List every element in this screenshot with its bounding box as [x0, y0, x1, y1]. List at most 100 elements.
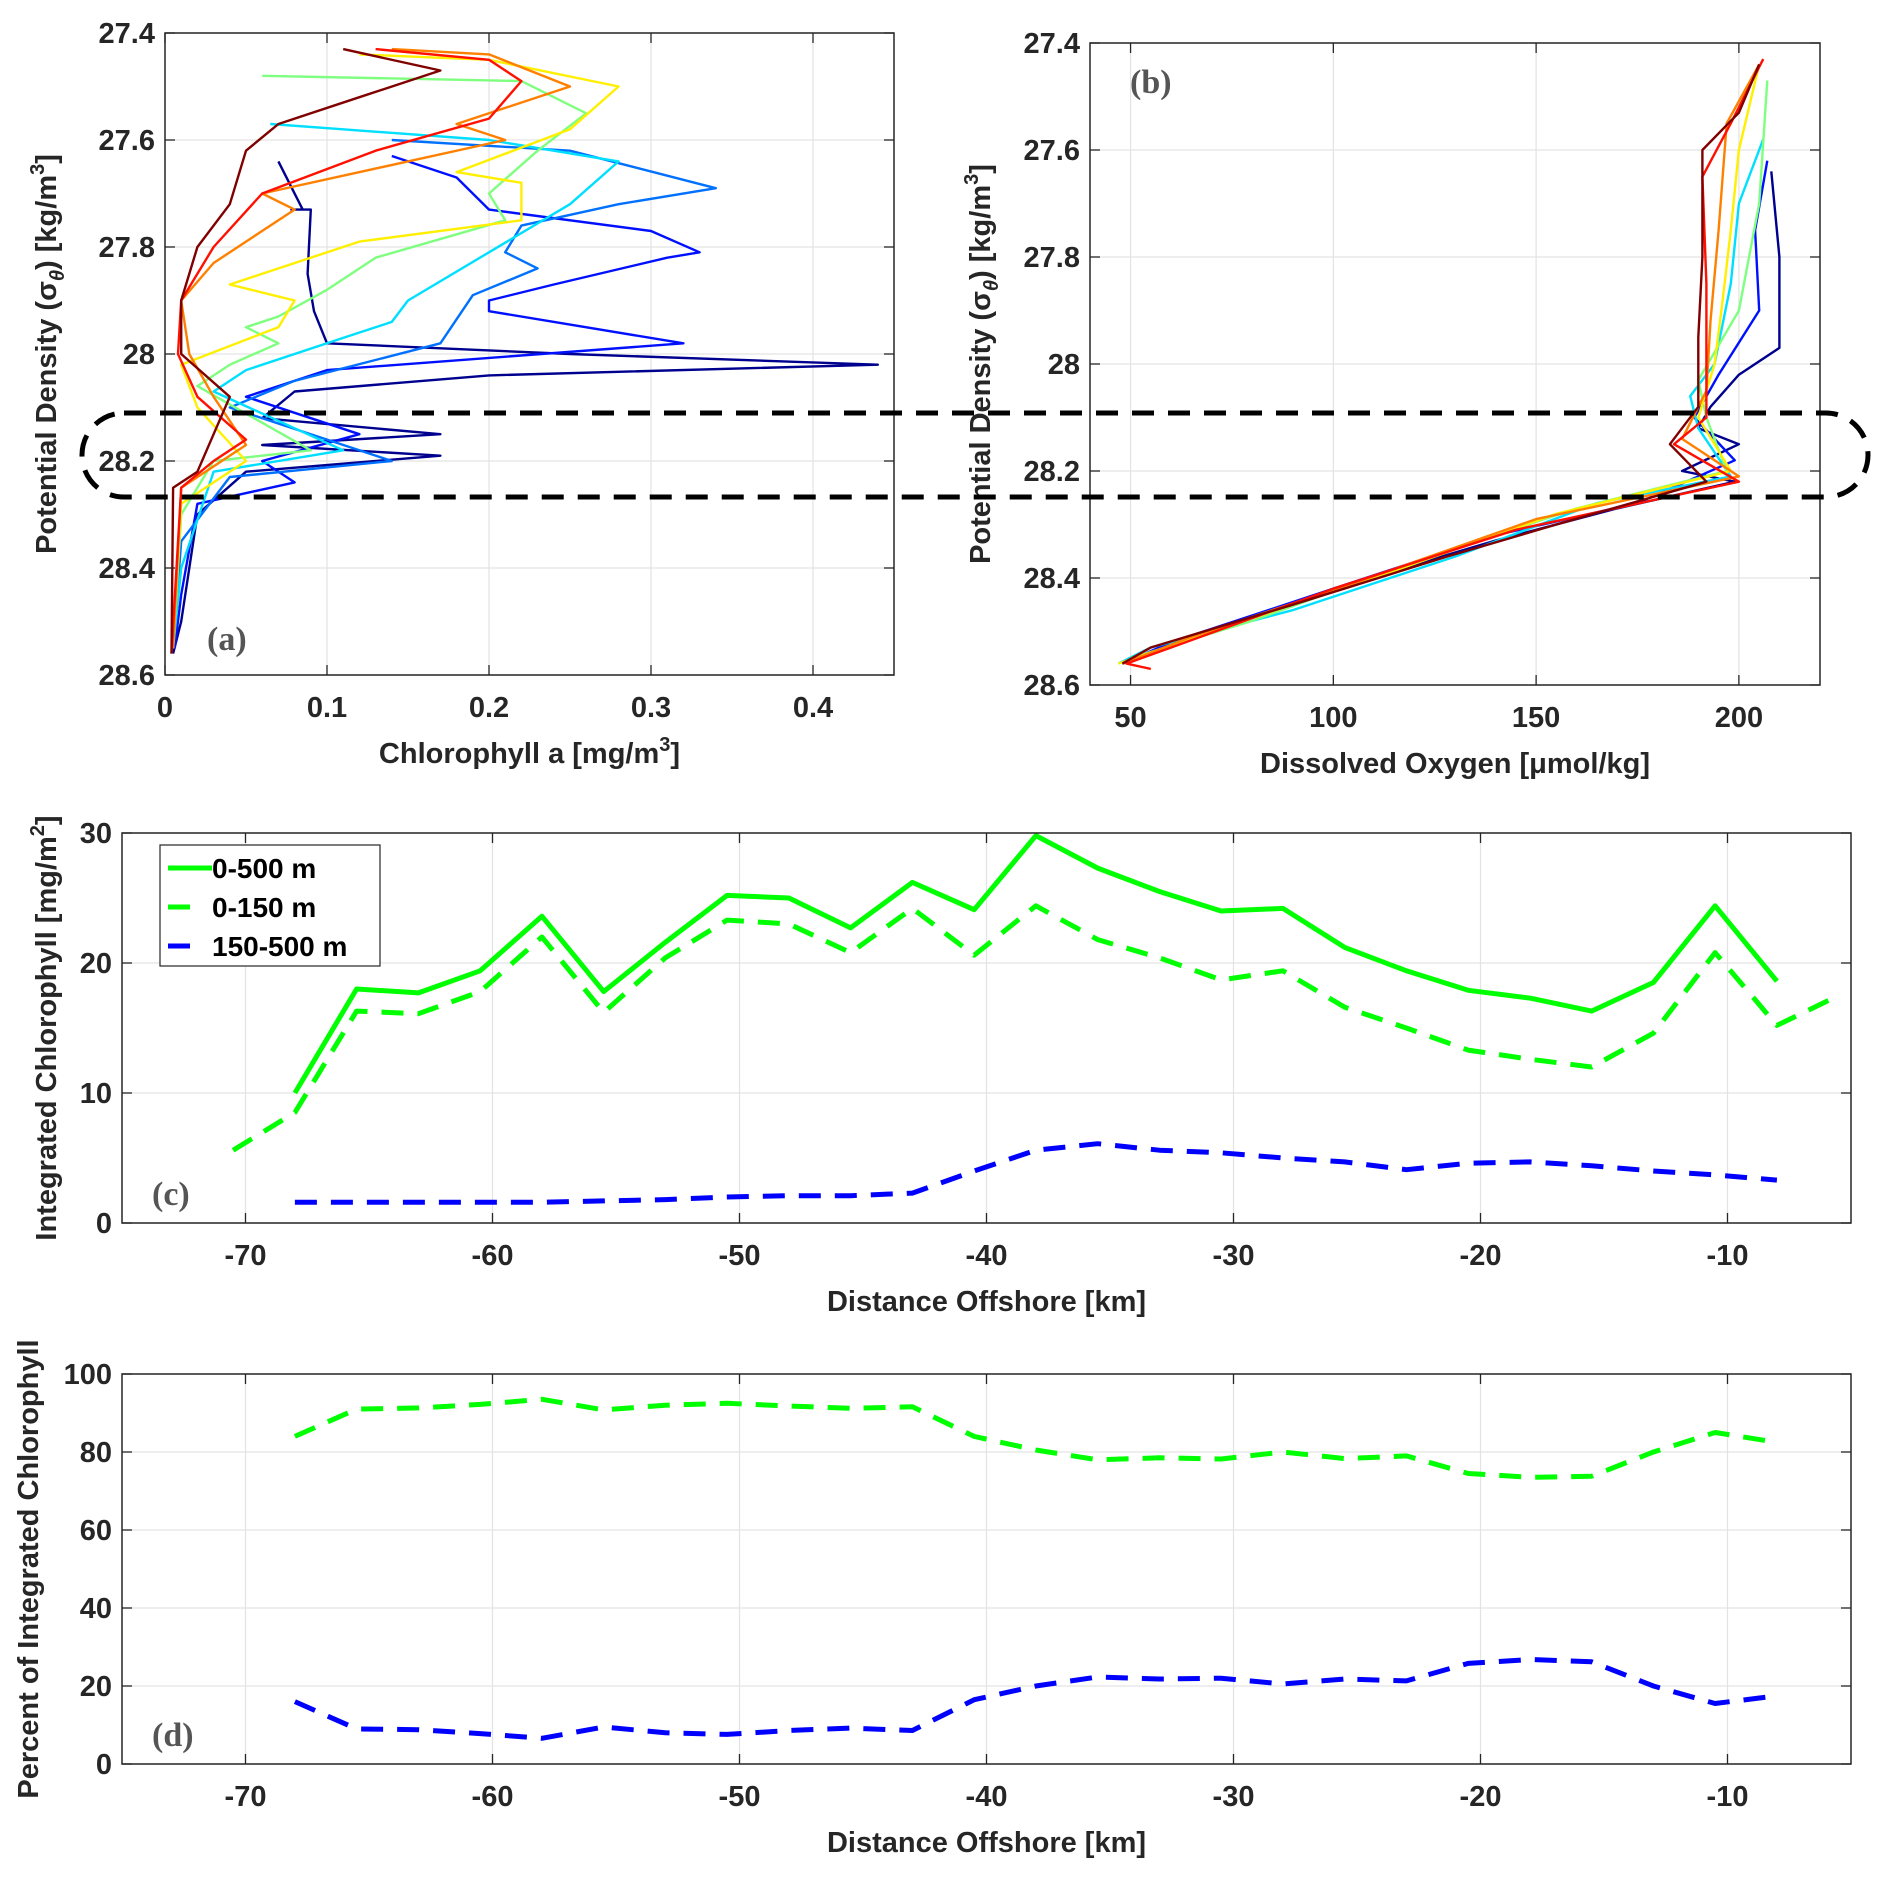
y-axis-label-end: ]	[31, 154, 63, 164]
y-tick-label: 60	[80, 1515, 112, 1547]
y-axis-label-sub: θ	[981, 280, 1003, 291]
y-tick-label: 0	[96, 1208, 112, 1240]
x-tick-label: -50	[719, 1781, 761, 1813]
series-group	[170, 47, 879, 654]
x-axis-label-tail: ]	[670, 738, 680, 770]
y-tick-label: 27.8	[1024, 242, 1080, 274]
legend-entry: 0-150 m	[212, 892, 316, 923]
y-tick-label: 28.6	[1024, 670, 1080, 702]
x-tick-label: -50	[719, 1240, 761, 1272]
y-tick-label: 40	[80, 1593, 112, 1625]
legend-box	[159, 844, 381, 967]
x-axis-label-sup: 3	[659, 734, 670, 756]
series-line-0-150-m	[231, 903, 1840, 1153]
series-line-profile-2	[173, 154, 701, 649]
y-axis-label-end: ]	[31, 815, 63, 825]
x-tick-label: 0.1	[307, 692, 347, 724]
y-tick-label: 10	[80, 1078, 112, 1110]
x-axis-label: Dissolved Oxygen [μmol/kg]	[1260, 748, 1650, 780]
y-tick-label: 0	[96, 1749, 112, 1781]
series-line-profile-3	[1117, 138, 1765, 665]
highlight-band-outline	[79, 410, 1871, 500]
series-line-profile-3	[171, 138, 717, 649]
y-tick-label: 28.4	[1024, 563, 1080, 595]
x-tick-label: 200	[1715, 702, 1763, 734]
x-tick-label: -60	[472, 1781, 514, 1813]
x-tick-label: 0	[157, 692, 173, 724]
series-line-profile-2	[1121, 160, 1769, 665]
y-tick-label: 27.6	[1024, 135, 1080, 167]
y-tick-label: 30	[80, 818, 112, 850]
y-axis-label: Potential Density (σθ) [kg/m3]	[961, 164, 1003, 564]
series-line-profile-8	[1121, 63, 1761, 665]
panel-label: (c)	[152, 1176, 190, 1213]
y-axis-label-sup: 3	[27, 164, 49, 175]
y-axis-label: Percent of Integrated Chlorophyll	[13, 1339, 45, 1798]
y-tick-label: 28.2	[1024, 456, 1080, 488]
series-group	[1117, 58, 1781, 671]
highlight-band	[79, 410, 1871, 500]
x-tick-label: 50	[1114, 702, 1146, 734]
y-tick-label: 27.8	[99, 232, 155, 264]
y-axis-label: Integrated Chlorophyll [mg/m2]	[27, 815, 63, 1240]
x-tick-label: -30	[1213, 1781, 1255, 1813]
series-line-150-500-m	[293, 1657, 1778, 1741]
x-tick-label: 100	[1309, 702, 1357, 734]
y-tick-label: 28	[123, 339, 155, 371]
panel-a: 0 0.1 0.2 0.3 0.4 27.4 27.6 27.8 28 28.2 28.4 28.6 C…	[27, 18, 895, 770]
y-axis-label-sup: 3	[961, 174, 983, 185]
legend: 0-500 m 0-150 m 150-500 m	[159, 844, 381, 967]
panel-label: (b)	[1130, 64, 1172, 101]
y-tick-label: 80	[80, 1437, 112, 1469]
x-tick-label: 0.4	[793, 692, 833, 724]
series-line-profile-6	[171, 53, 620, 649]
y-axis-label-mid: ) [kg/m	[31, 175, 63, 270]
panel-b: 50 100 150 200 27.4 27.6 27.8 28 28.2 28.4 28.6 Dis…	[961, 28, 1821, 780]
panel-label: (d)	[152, 1717, 194, 1754]
y-axis-label-mid: ) [kg/m	[965, 185, 997, 280]
y-axis-label-end: ]	[965, 164, 997, 174]
series-line-profile-1	[171, 160, 879, 654]
x-tick-label: -70	[225, 1781, 267, 1813]
y-tick-label: 28	[1048, 349, 1080, 381]
x-axis-label: Distance Offshore [km]	[827, 1286, 1146, 1318]
x-tick-label: -10	[1707, 1781, 1749, 1813]
y-tick-label: 27.6	[99, 125, 155, 157]
y-tick-label: 28.6	[99, 660, 155, 692]
x-tick-label: -40	[966, 1781, 1008, 1813]
panel-label: (a)	[207, 621, 247, 658]
series-group	[293, 1396, 1778, 1741]
x-tick-label: -20	[1460, 1240, 1502, 1272]
y-axis-label-sub: θ	[47, 270, 69, 281]
x-tick-label: -10	[1707, 1240, 1749, 1272]
x-axis-label: Distance Offshore [km]	[827, 1827, 1146, 1859]
y-tick-label: 27.4	[99, 18, 155, 50]
series-line-profile-8	[170, 47, 523, 654]
y-axis-label-sup: 2	[27, 825, 49, 836]
y-tick-label: 20	[80, 948, 112, 980]
y-tick-label: 28.2	[99, 446, 155, 478]
series-line-profile-5	[171, 74, 588, 649]
series-group	[231, 833, 1840, 1205]
x-tick-label: -70	[225, 1240, 267, 1272]
y-tick-label: 27.4	[1024, 28, 1080, 60]
x-tick-label: -30	[1213, 1240, 1255, 1272]
y-tick-label: 20	[80, 1671, 112, 1703]
x-tick-label: 0.3	[631, 692, 671, 724]
y-tick-label: 100	[64, 1359, 112, 1391]
x-tick-label: 0.2	[469, 692, 509, 724]
series-line-profile-9	[170, 47, 442, 654]
series-line-0-150-m	[293, 1396, 1778, 1480]
series-line-150-500-m	[294, 1141, 1778, 1205]
legend-entry: 150-500 m	[212, 931, 347, 962]
x-axis-label: Chlorophyll a [mg/m3]	[379, 734, 680, 770]
panel-d: -70 -60 -50 -40 -30 -20 -10 0 20 40 60 80 100 Distanc…	[13, 1339, 1852, 1859]
x-tick-label: -20	[1460, 1781, 1502, 1813]
series-line-profile-7	[171, 47, 572, 649]
panel-c: -70 -60 -50 -40 -30 -20 -10 0 10 20 30 Distance Off…	[27, 815, 1852, 1318]
series-line-0-500-m	[292, 833, 1779, 1095]
x-tick-label: -60	[472, 1240, 514, 1272]
x-tick-label: 150	[1512, 702, 1560, 734]
x-tick-label: -40	[966, 1240, 1008, 1272]
